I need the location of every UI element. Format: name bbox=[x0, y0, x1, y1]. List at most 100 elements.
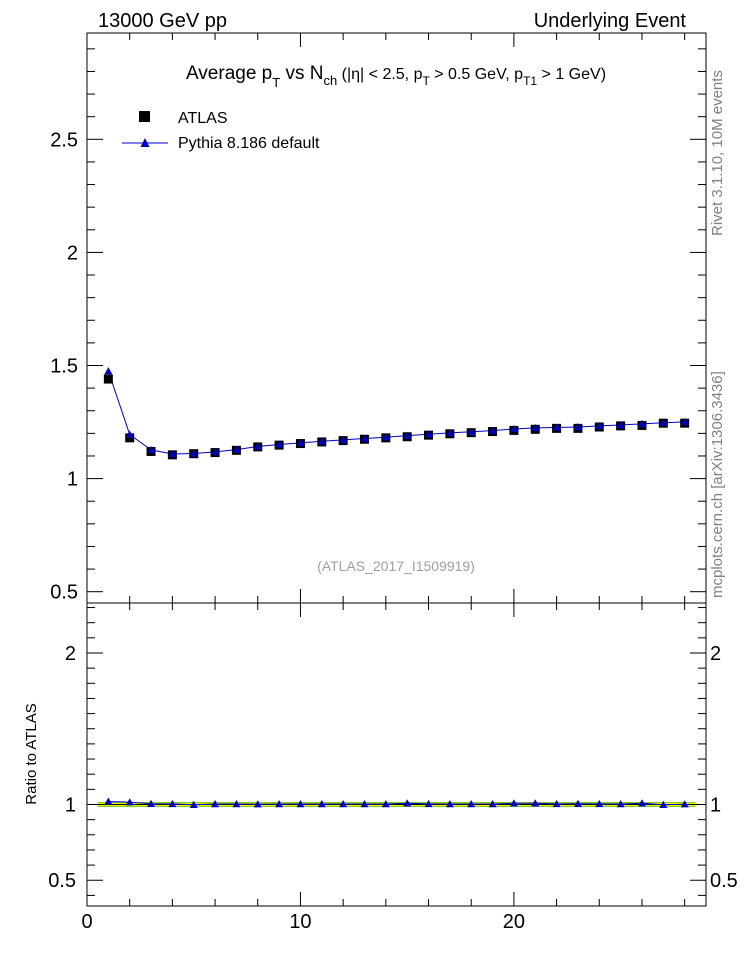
pythia-ratio-point bbox=[381, 800, 390, 808]
pythia-point bbox=[253, 442, 262, 450]
pythia-ratio-point bbox=[680, 800, 689, 808]
pythia-point bbox=[189, 449, 198, 457]
title-part: > 0.5 GeV, p bbox=[430, 66, 523, 83]
pythia-ratio-point bbox=[360, 800, 369, 808]
pythia-ratio-point bbox=[211, 800, 220, 808]
main-y-tick-label: 2 bbox=[67, 242, 78, 264]
pythia-ratio-point bbox=[445, 800, 454, 808]
pythia-point bbox=[659, 418, 668, 426]
title-part: vs N bbox=[280, 63, 323, 84]
pythia-point bbox=[573, 423, 582, 431]
title-subscript: T bbox=[422, 74, 430, 88]
pythia-ratio-line bbox=[108, 800, 685, 806]
pythia-line bbox=[107, 370, 685, 455]
pythia-point bbox=[616, 420, 625, 429]
x-tick-label: 0 bbox=[81, 911, 92, 933]
pythia-point bbox=[296, 438, 305, 447]
pythia-ratio-point bbox=[531, 799, 540, 807]
pythia-ratio-point bbox=[467, 800, 476, 808]
pythia-point bbox=[467, 427, 476, 435]
ratio-y-tick-label-right: 0.5 bbox=[710, 870, 738, 892]
pythia-ratio-point bbox=[189, 800, 198, 808]
pythia-point bbox=[424, 430, 433, 438]
axis-ticks bbox=[86, 33, 706, 906]
pythia-ratio-point bbox=[125, 798, 134, 806]
legend-atlas-label: ATLAS bbox=[178, 110, 228, 127]
pythia-point bbox=[275, 440, 284, 448]
pythia-point bbox=[147, 445, 156, 454]
pythia-point bbox=[168, 449, 177, 458]
pythia-ratio-point bbox=[488, 800, 497, 808]
main-y-tick-label: 1.5 bbox=[50, 356, 78, 378]
title-subscript: ch bbox=[323, 73, 337, 88]
ratio-y-tick-label-right: 1 bbox=[710, 794, 721, 816]
legend-pythia-label: Pythia 8.186 default bbox=[178, 135, 320, 152]
pythia-point bbox=[104, 367, 113, 375]
pythia-ratio-point bbox=[296, 800, 305, 808]
pythia-point bbox=[381, 433, 390, 441]
pythia-point bbox=[445, 428, 454, 437]
pythia-ratio-point bbox=[424, 799, 433, 808]
pythia-ratio-point bbox=[573, 799, 582, 807]
x-tick-label: 10 bbox=[289, 911, 311, 933]
legend: ATLAS Pythia 8.186 default bbox=[122, 110, 320, 152]
pythia-point bbox=[211, 447, 220, 456]
pythia-ratio-point bbox=[403, 799, 412, 807]
pythia-point bbox=[339, 435, 348, 444]
ratio-y-tick-label-left: 2 bbox=[65, 643, 76, 665]
ratio-y-tick-label-left: 1 bbox=[65, 794, 76, 816]
pythia-point bbox=[488, 426, 497, 434]
ratio-panel-frame bbox=[86, 602, 707, 907]
title-part: Average p bbox=[186, 63, 272, 84]
legend-atlas-marker bbox=[139, 111, 150, 122]
pythia-ratio-point bbox=[339, 800, 348, 808]
pythia-ratio-point bbox=[253, 800, 262, 808]
pythia-ratio-point bbox=[147, 799, 156, 807]
pythia-ratio-point bbox=[616, 800, 625, 808]
plot-title: Average pT vs Nch (|η| < 2.5, pT > 0.5 G… bbox=[186, 63, 606, 90]
title-part: > 1 GeV) bbox=[537, 66, 606, 83]
pythia-point bbox=[317, 437, 326, 445]
pythia-ratio-point bbox=[509, 799, 518, 807]
pythia-ratio-point bbox=[104, 797, 113, 805]
main-y-tick-label: 1 bbox=[67, 469, 78, 491]
pythia-ratio-point bbox=[552, 799, 561, 808]
pythia-point bbox=[125, 430, 134, 438]
ratio-y-tick-label-left: 0.5 bbox=[48, 870, 76, 892]
pythia-point bbox=[680, 417, 689, 426]
pythia-ratio-point bbox=[275, 800, 284, 808]
atlas-point bbox=[125, 433, 135, 443]
pythia-ratio-point bbox=[232, 800, 241, 808]
ratio-ylabel: Ratio to ATLAS bbox=[23, 703, 40, 804]
pythia-ratio-point bbox=[637, 799, 646, 807]
series-layer bbox=[103, 367, 690, 808]
pythia-ratio-point bbox=[659, 800, 668, 808]
pythia-point bbox=[552, 423, 561, 431]
pythia-point bbox=[531, 423, 540, 432]
pythia-ratio-point bbox=[317, 800, 326, 808]
pythia-point bbox=[509, 425, 518, 433]
analysis-reference: (ATLAS_2017_I1509919) bbox=[317, 558, 475, 574]
pythia-ratio-point bbox=[168, 799, 177, 808]
x-tick-label: 20 bbox=[503, 911, 525, 933]
axis-frames bbox=[86, 32, 707, 907]
pythia-point bbox=[232, 445, 241, 453]
title-subscript: T bbox=[272, 75, 280, 90]
axis-tick-labels: 0.511.522.50.5 0.51 12 20 10 20 bbox=[48, 129, 738, 933]
pythia-point bbox=[595, 421, 604, 430]
ratio-y-tick-label-right: 2 bbox=[710, 643, 721, 665]
pythia-ratio-point bbox=[595, 799, 604, 808]
rivet-version-label: Rivet 3.1.10, 10M events bbox=[709, 70, 726, 236]
pythia-point bbox=[403, 431, 412, 439]
legend-pythia-marker bbox=[140, 138, 150, 147]
pythia-point bbox=[637, 419, 646, 428]
mcplots-label: mcplots.cern.ch [arXiv:1306.3436] bbox=[709, 371, 726, 598]
header-left: 13000 GeV pp bbox=[98, 10, 227, 32]
main-y-tick-label: 2.5 bbox=[50, 129, 78, 151]
header-right: Underlying Event bbox=[534, 10, 687, 32]
title-subscript: T1 bbox=[523, 74, 537, 88]
main-y-tick-label: 0.5 bbox=[50, 582, 78, 604]
atlas-point bbox=[103, 374, 113, 384]
title-part: (|η| < 2.5, p bbox=[337, 66, 422, 83]
